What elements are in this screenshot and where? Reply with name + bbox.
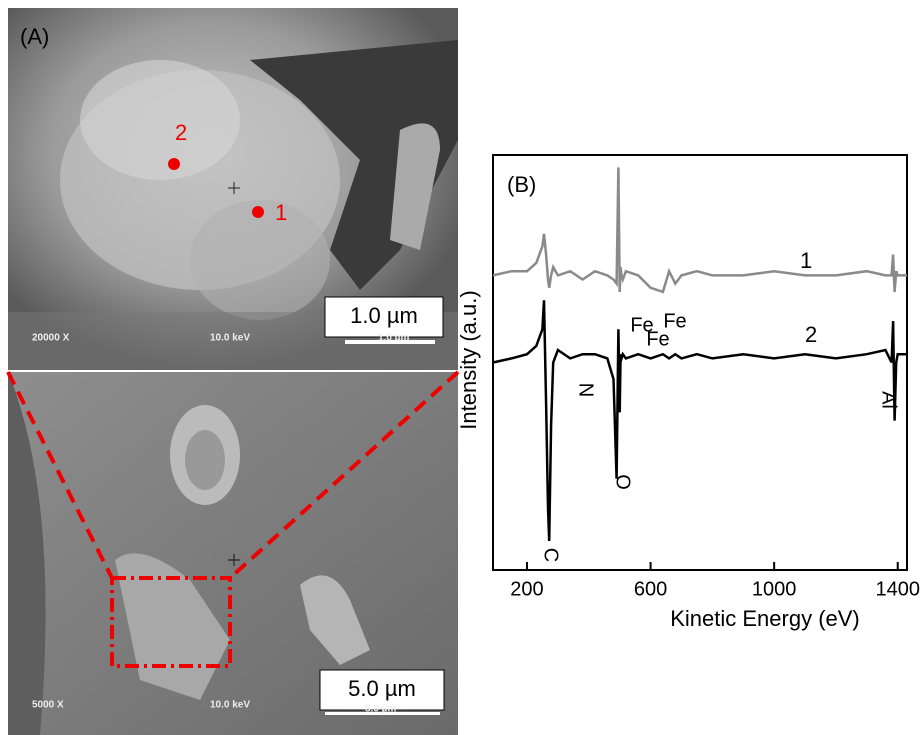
point-label: 2 <box>175 120 187 145</box>
scale-bar-label: 5.0 µm <box>348 676 416 701</box>
peak-label: Fe <box>646 328 669 350</box>
scale-bar-label: 1.0 µm <box>350 303 418 328</box>
panel-label: (A) <box>20 24 49 49</box>
voltage: 10.0 keV <box>210 700 250 711</box>
legend-label: 1 <box>800 248 812 273</box>
y-axis-title: Intensity (a.u.) <box>456 290 481 429</box>
voltage: 10.0 keV <box>210 333 250 344</box>
x-tick-label: 1400 <box>875 578 920 600</box>
series-line <box>492 167 907 294</box>
magnification: 20000 X <box>32 333 70 344</box>
x-tick-label: 1000 <box>752 578 797 600</box>
scale-bar-small: 5.0 µm <box>365 704 396 715</box>
scale-bar-small: 1.0 µm <box>378 333 409 344</box>
peak-label: Fe <box>663 310 686 332</box>
panel-label: (B) <box>507 172 536 197</box>
peak-label: O <box>612 474 634 490</box>
peak-label: C <box>540 548 562 562</box>
x-axis-title: Kinetic Energy (eV) <box>670 606 860 631</box>
x-tick-label: 200 <box>510 578 543 600</box>
peak-label: Fe <box>630 314 653 336</box>
series-line <box>492 300 907 542</box>
point-label: 1 <box>275 200 287 225</box>
peak-label: N <box>575 383 597 397</box>
x-tick-label: 600 <box>634 578 667 600</box>
peak-label: Al <box>878 391 900 409</box>
magnification: 5000 X <box>32 700 64 711</box>
sem-image-top <box>8 8 458 370</box>
plot-frame <box>492 154 908 571</box>
legend-label: 2 <box>805 322 817 347</box>
sem-image-bottom <box>6 370 460 735</box>
